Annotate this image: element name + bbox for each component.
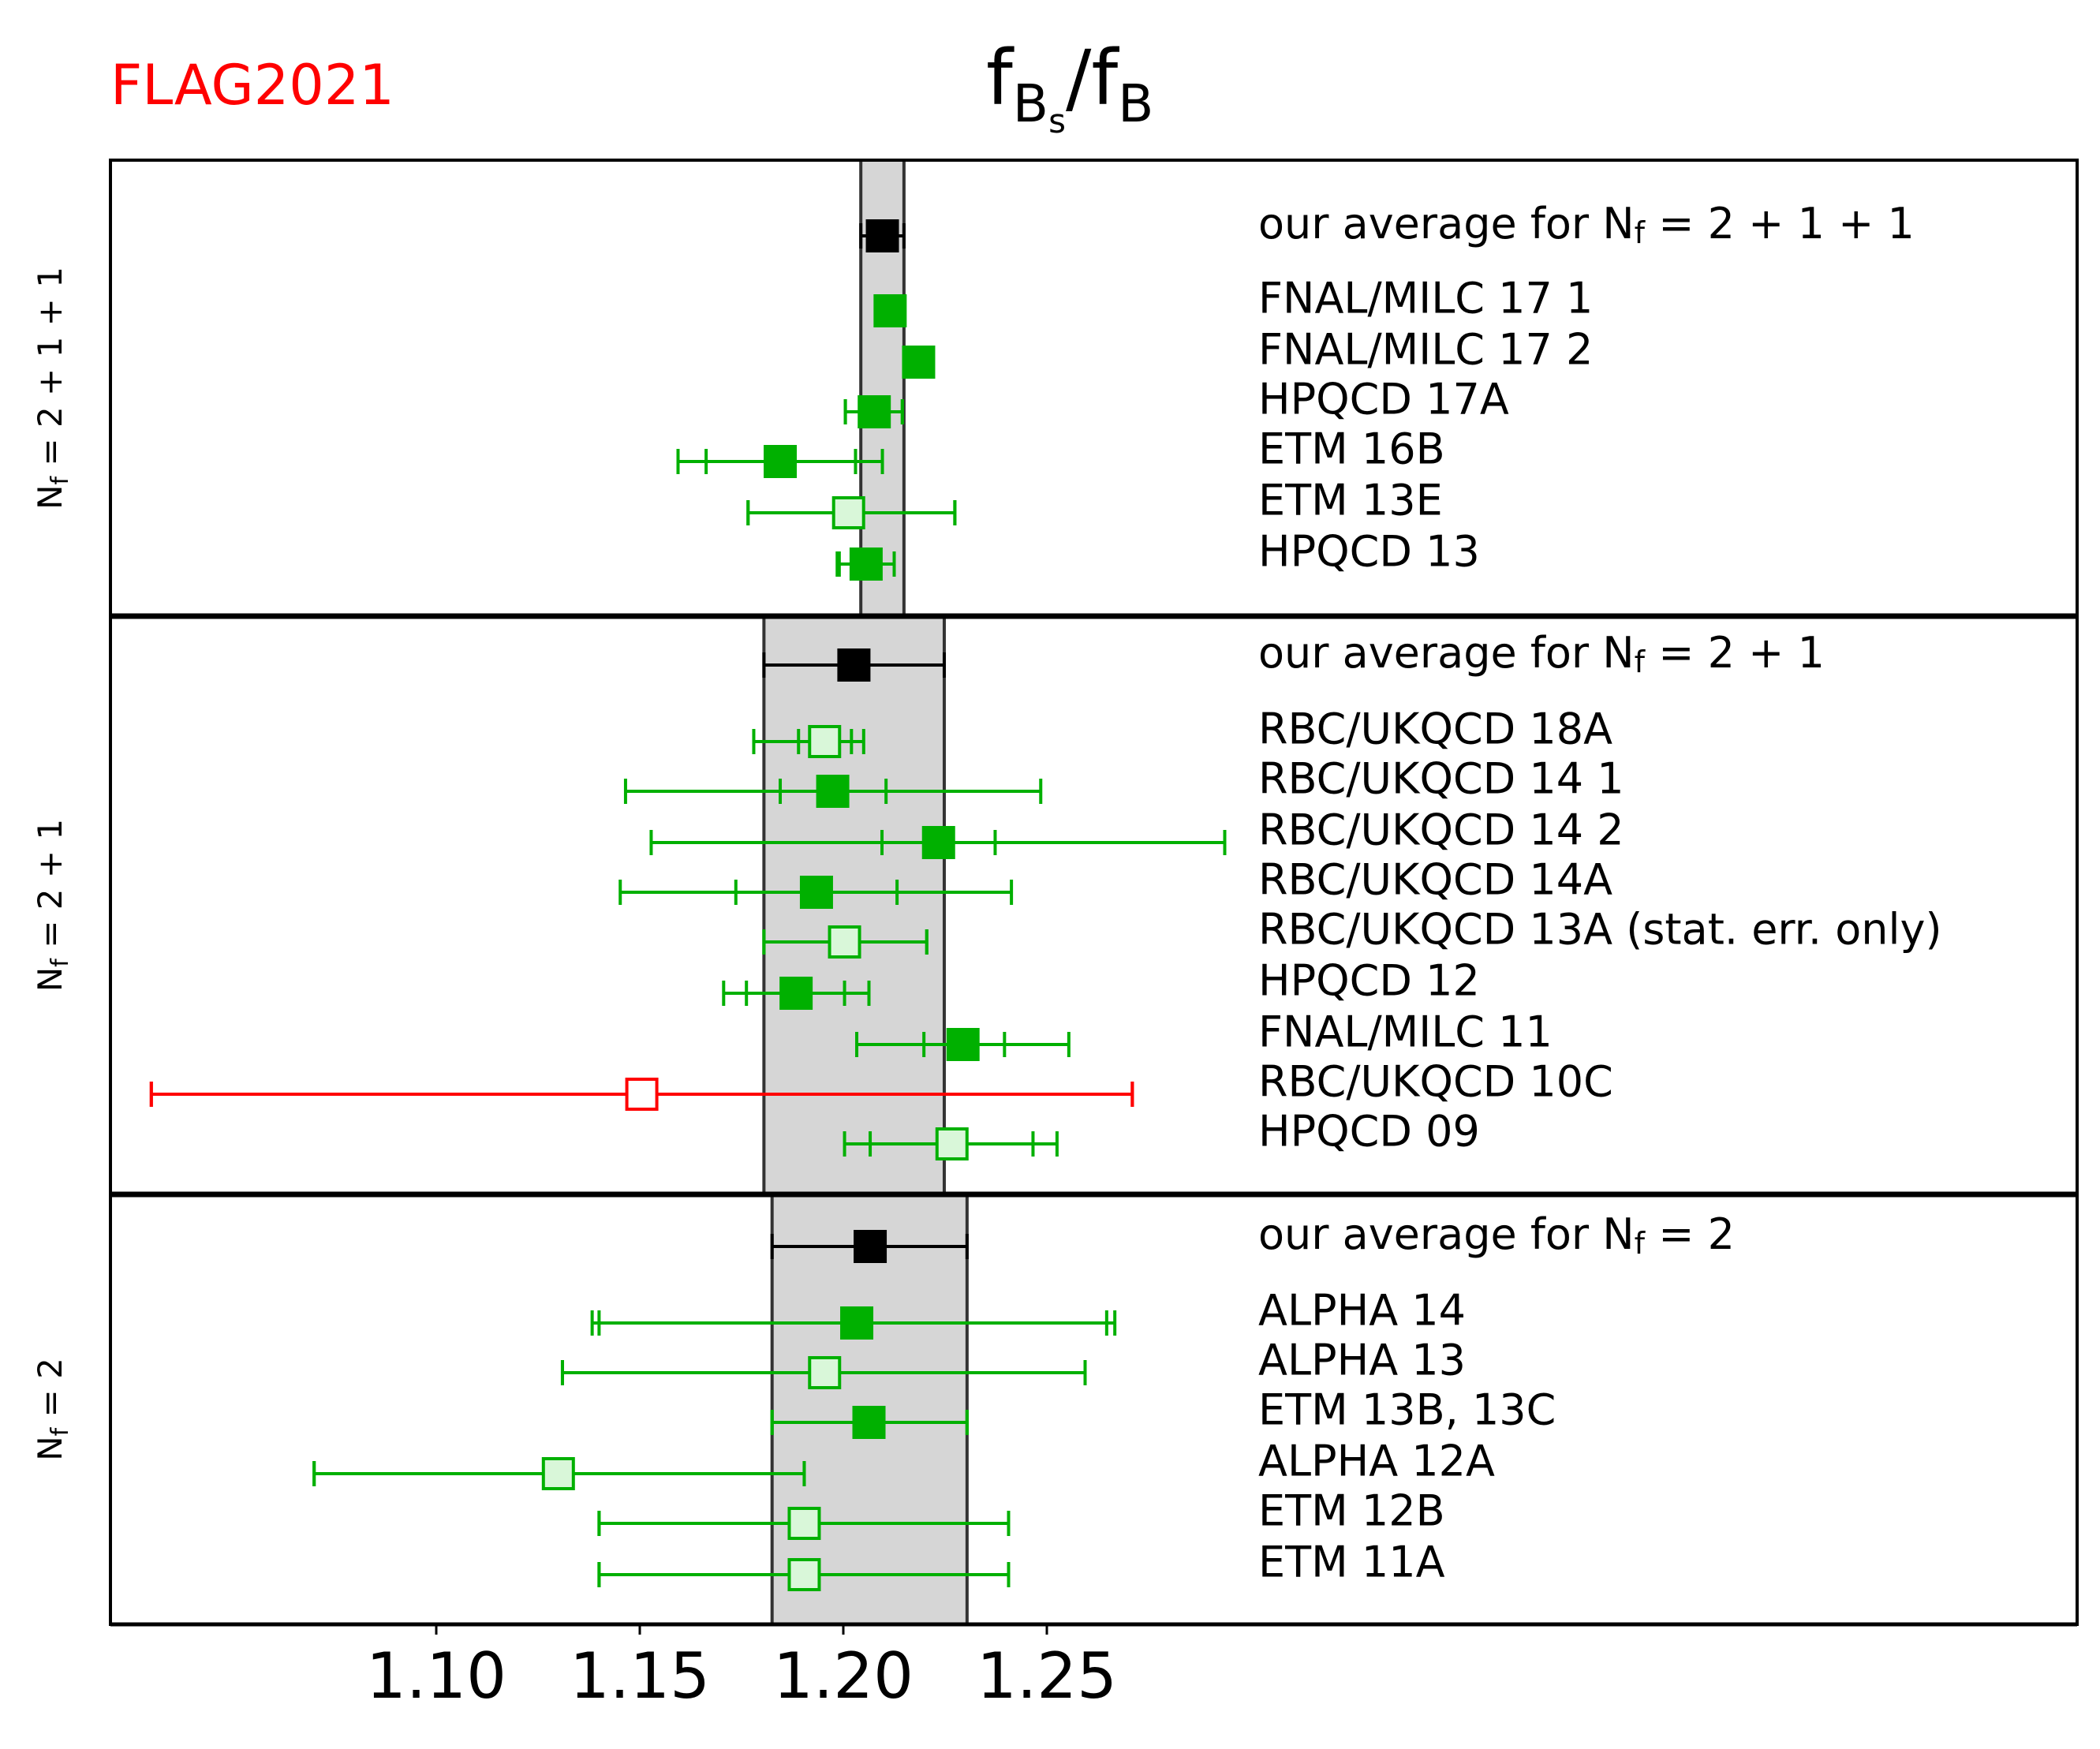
average-marker	[865, 219, 899, 252]
data-point-marker-filled	[764, 445, 798, 478]
data-point-marker-filled	[946, 1028, 980, 1061]
x-tick-label: 1.10	[366, 1639, 506, 1713]
data-point-marker-open	[935, 1127, 969, 1160]
data-point-label: RBC/UKQCD 14A	[1258, 855, 1612, 905]
data-point-marker-filled	[849, 547, 883, 581]
side-label-n: N	[31, 484, 69, 509]
data-point-label: HPQCD 12	[1258, 956, 1480, 1006]
average-label-prefix: our average for N	[1258, 628, 1635, 678]
average-label: our average for Nf = 2	[1258, 1209, 1735, 1261]
data-point-label: RBC/UKQCD 13A (stat. err. only)	[1258, 905, 1942, 955]
data-point-label: ETM 12B	[1258, 1486, 1445, 1536]
average-label-suffix: = 2 + 1 + 1	[1645, 199, 1915, 249]
panel-side-label: Nf = 2 + 1 + 1	[31, 267, 74, 510]
side-label-rest: = 2	[31, 1358, 69, 1428]
average-label-sub: f	[1635, 215, 1646, 250]
flag-logo: FLAG2021	[110, 53, 394, 118]
panel-side-label: Nf = 2 + 1	[31, 819, 74, 992]
data-point-label: ETM 16B	[1258, 424, 1445, 474]
data-point-marker-filled	[902, 346, 936, 379]
data-point-label: FNAL/MILC 11	[1258, 1007, 1553, 1057]
data-point-label: HPQCD 13	[1258, 527, 1480, 577]
data-point-marker-filled	[816, 775, 850, 808]
side-label-rest: = 2 + 1	[31, 819, 69, 959]
average-label: our average for Nf = 2 + 1 + 1	[1258, 199, 1915, 250]
data-point-label: ALPHA 14	[1258, 1286, 1466, 1336]
data-point-label: HPQCD 09	[1258, 1107, 1480, 1157]
title-sub2: B	[1118, 73, 1153, 134]
average-marker	[854, 1230, 887, 1263]
side-label-n: N	[31, 1436, 69, 1460]
data-point-label: RBC/UKQCD 14 2	[1258, 805, 1624, 855]
data-point-marker-filled	[858, 395, 891, 428]
plot-frame	[109, 159, 2079, 1626]
data-point-label: FNAL/MILC 17 2	[1258, 325, 1593, 375]
average-marker	[837, 648, 871, 682]
data-point-marker-filled	[873, 294, 907, 327]
data-point-marker-open	[828, 925, 861, 959]
chart-title: fBs/fB	[986, 34, 1153, 140]
average-label-prefix: our average for N	[1258, 1209, 1635, 1259]
data-point-label: ALPHA 13	[1258, 1336, 1466, 1385]
average-label-prefix: our average for N	[1258, 199, 1635, 249]
data-point-marker-filled	[779, 977, 813, 1010]
data-point-marker-filled	[840, 1306, 874, 1340]
average-label-sub: f	[1635, 645, 1646, 679]
data-point-label: ALPHA 12A	[1258, 1437, 1495, 1486]
data-point-marker-open	[541, 1457, 575, 1490]
data-point-label: FNAL/MILC 17 1	[1258, 274, 1593, 323]
data-point-label: ETM 13B, 13C	[1258, 1385, 1556, 1435]
average-label-suffix: = 2	[1645, 1209, 1735, 1259]
average-label-suffix: = 2 + 1	[1645, 628, 1825, 678]
data-point-label: RBC/UKQCD 10C	[1258, 1057, 1613, 1107]
data-point-label: RBC/UKQCD 14 1	[1258, 754, 1624, 804]
title-main: f	[986, 34, 1015, 122]
average-label: our average for Nf = 2 + 1	[1258, 628, 1825, 679]
data-point-marker-open	[625, 1078, 659, 1111]
average-label-sub: f	[1635, 1226, 1646, 1261]
data-point-label: ETM 13E	[1258, 476, 1443, 525]
side-label-f: f	[47, 958, 74, 967]
side-label-n: N	[31, 967, 69, 992]
title-sub1: B	[1013, 73, 1048, 134]
side-label-rest: = 2 + 1 + 1	[31, 267, 69, 476]
data-point-marker-open	[808, 1356, 842, 1389]
data-point-marker-open	[787, 1507, 821, 1540]
data-point-marker-open	[808, 725, 842, 758]
title-subsub: s	[1048, 102, 1066, 140]
data-point-marker-open	[831, 496, 865, 529]
x-tick-label: 1.25	[977, 1639, 1117, 1713]
data-point-marker-filled	[852, 1406, 886, 1439]
panel-side-label: Nf = 2	[31, 1358, 74, 1461]
x-tick-label: 1.15	[570, 1639, 710, 1713]
x-tick-label: 1.20	[773, 1639, 914, 1713]
side-label-f: f	[47, 475, 74, 484]
data-point-label: HPQCD 17A	[1258, 375, 1509, 424]
title-slash: /f	[1066, 34, 1119, 122]
side-label-f: f	[47, 1426, 74, 1436]
average-band	[762, 615, 946, 1196]
data-point-marker-open	[787, 1558, 821, 1591]
data-point-label: ETM 11A	[1258, 1538, 1445, 1587]
data-point-marker-filled	[921, 826, 955, 859]
data-point-label: RBC/UKQCD 18A	[1258, 704, 1612, 754]
data-point-marker-filled	[799, 876, 833, 909]
